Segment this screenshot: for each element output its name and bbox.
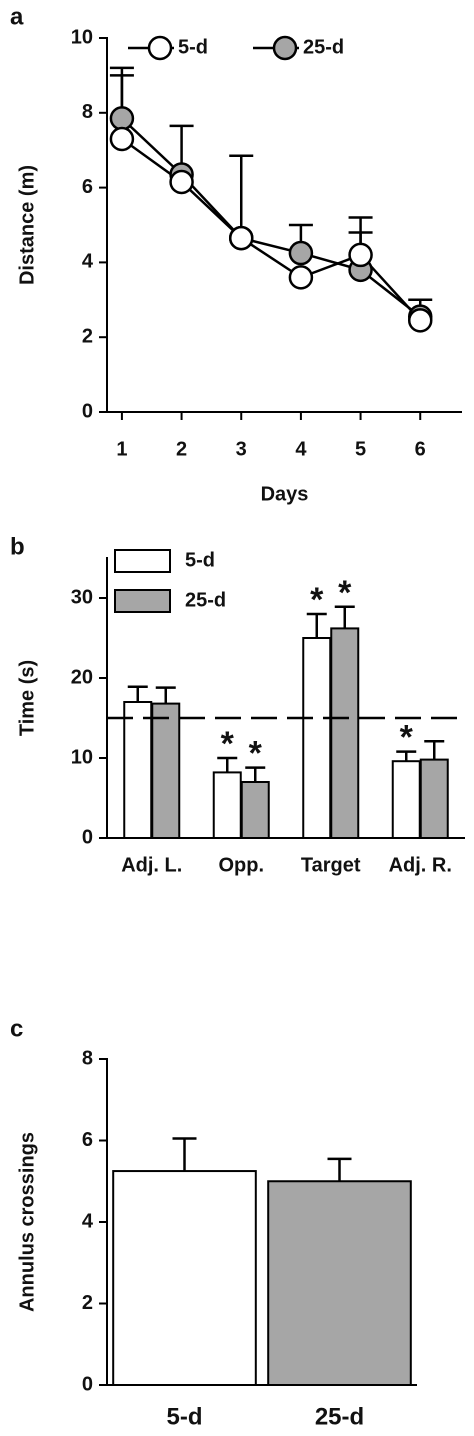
legend-label: 5-d [185, 549, 215, 571]
y-tick-label: 0 [82, 400, 93, 422]
y-tick-label: 2 [82, 325, 93, 347]
significance-label: * [400, 719, 414, 757]
significance-label: * [338, 574, 352, 612]
significance-label: * [221, 725, 235, 763]
marker [288, 240, 314, 266]
y-axis-title: Annulus crossings [16, 1132, 38, 1312]
bar [419, 758, 449, 839]
error-bar [172, 1137, 197, 1172]
error-bar [424, 739, 445, 760]
bar [123, 701, 153, 839]
y-tick-label: 0 [82, 1373, 93, 1395]
x-tick-label: 6 [415, 438, 426, 460]
y-tick-label: 4 [82, 1210, 94, 1232]
panel-label: b [10, 533, 25, 560]
error-bar [245, 766, 266, 782]
y-tick-label: 4 [82, 251, 94, 273]
bar [267, 1180, 412, 1386]
marker [228, 225, 254, 251]
marker [407, 308, 433, 333]
legend-swatch [114, 589, 171, 613]
error-bar [306, 612, 327, 638]
panel-label: c [10, 1015, 23, 1042]
marker [348, 242, 373, 268]
y-tick-label: 10 [71, 26, 93, 48]
x-tick-label: Adj. R. [389, 854, 452, 876]
y-tick-label: 20 [71, 666, 93, 688]
panel-label: a [10, 3, 24, 30]
x-tick-label: 1 [116, 438, 127, 460]
bar [330, 627, 360, 840]
x-tick-label: 5 [355, 438, 366, 460]
x-tick-label: 2 [176, 438, 187, 460]
x-tick-label: Opp. [218, 854, 264, 876]
y-tick-label: 6 [82, 176, 93, 198]
y-tick-label: 8 [82, 1047, 93, 1069]
bar [112, 1170, 257, 1386]
error-bar [127, 685, 148, 702]
bar [212, 771, 242, 840]
y-axis-title: Time (s) [16, 660, 38, 736]
y-tick-label: 0 [82, 826, 93, 848]
x-tick-label: 4 [295, 438, 307, 460]
error-bar [334, 605, 355, 629]
y-tick-label: 10 [71, 746, 93, 768]
series-line [121, 137, 422, 322]
significance-label: * [310, 581, 324, 619]
series-line [121, 117, 422, 318]
marker [109, 106, 135, 131]
legend-marker [272, 35, 298, 61]
bar [151, 702, 181, 839]
bar [302, 637, 332, 839]
y-tick-label: 2 [82, 1292, 93, 1314]
significance-label: * [249, 735, 263, 773]
bar [391, 760, 421, 840]
error-bar [217, 756, 238, 773]
legend-label: 5-d [178, 36, 208, 58]
marker [288, 265, 314, 290]
legend-marker [147, 35, 173, 61]
x-tick-label: Adj. L. [121, 854, 182, 876]
bar [240, 781, 270, 839]
legend-label: 25-d [303, 36, 344, 58]
marker [109, 126, 135, 152]
x-tick-label: 25-d [315, 1403, 364, 1430]
legend-label: 25-d [185, 589, 226, 611]
y-axis-title: Distance (m) [16, 165, 38, 285]
x-tick-label: 3 [236, 438, 247, 460]
error-bar [396, 750, 417, 762]
error-bar [327, 1157, 352, 1182]
y-tick-label: 8 [82, 101, 93, 123]
x-tick-label: 5-d [167, 1403, 203, 1430]
x-axis-title: Days [261, 483, 309, 505]
error-bar [229, 154, 254, 239]
y-tick-label: 6 [82, 1129, 93, 1151]
marker [169, 169, 194, 195]
y-tick-label: 30 [71, 586, 93, 608]
error-bar [155, 686, 176, 704]
legend-swatch [114, 549, 171, 573]
x-tick-label: Target [301, 854, 361, 876]
